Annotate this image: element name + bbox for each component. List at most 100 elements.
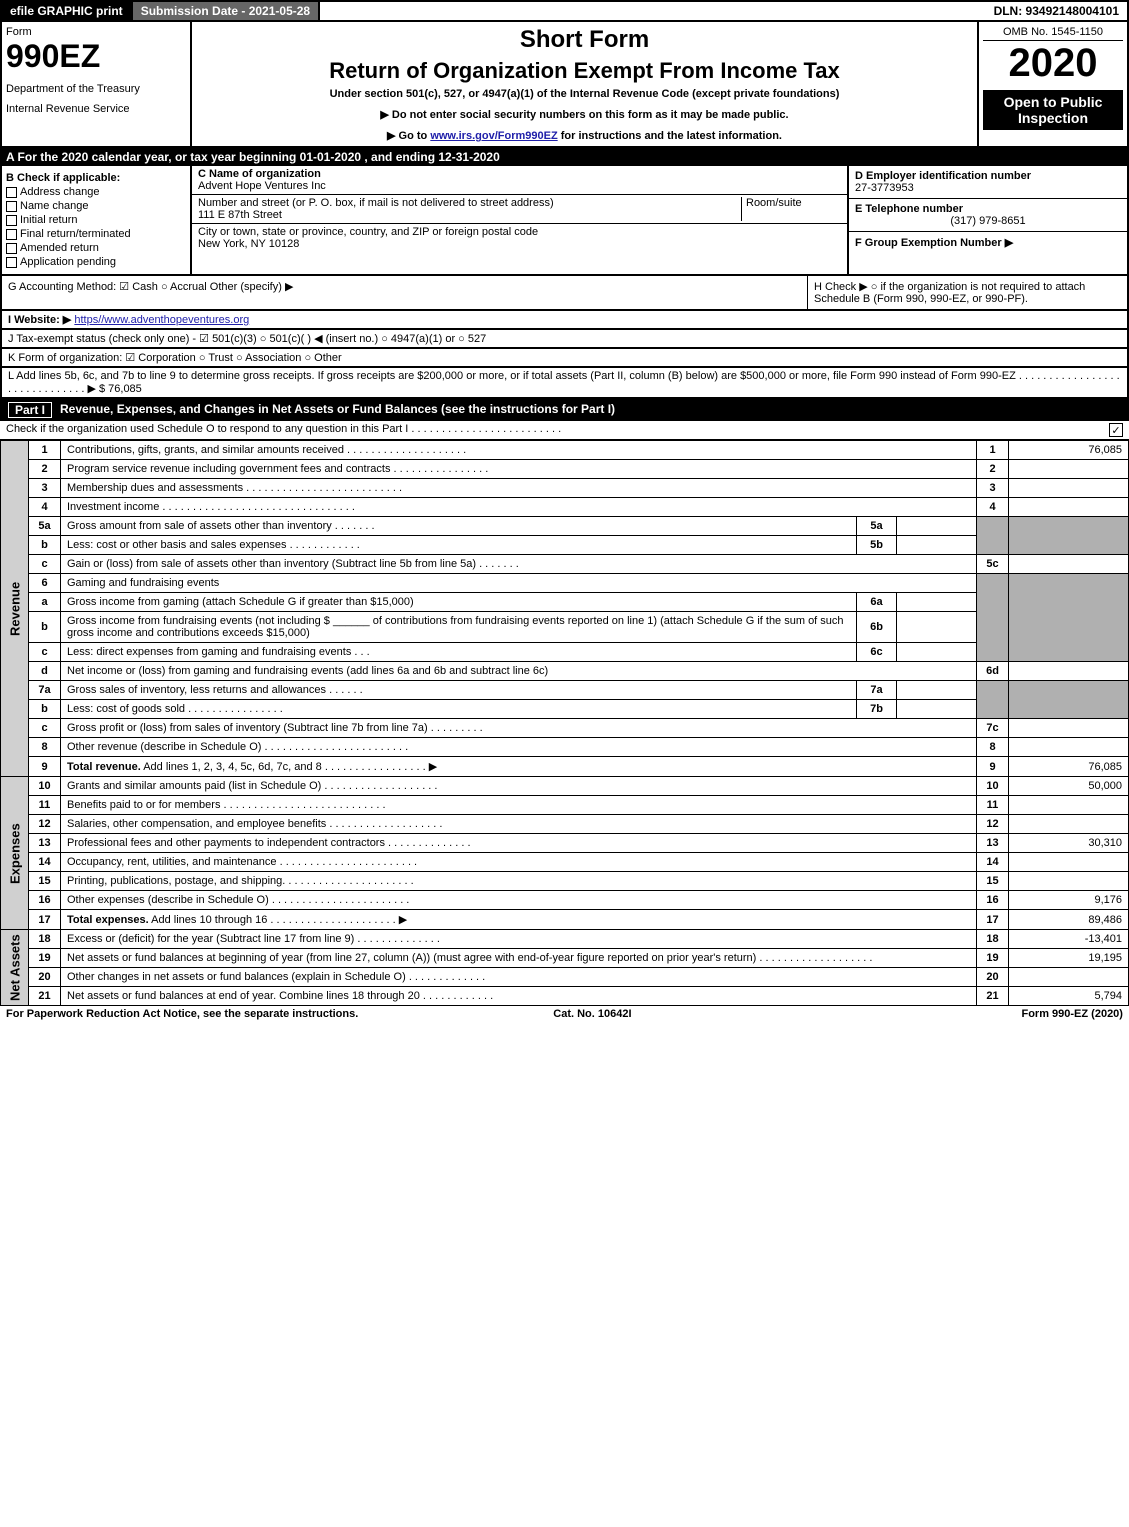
line-5b-num: b [29,536,61,555]
line-7ab-shade [977,681,1009,719]
line-4-desc: Investment income . . . . . . . . . . . … [61,498,977,517]
schedule-o-checkbox[interactable]: ✓ [1109,423,1123,437]
website-link[interactable]: https//www.adventhopeventures.org [74,314,249,326]
line-16-num: 16 [29,891,61,910]
header-left: Form 990EZ Department of the Treasury In… [2,22,192,146]
line-18-desc: Excess or (deficit) for the year (Subtra… [61,930,977,949]
line-7a-desc: Gross sales of inventory, less returns a… [61,681,857,700]
line-7c-ref: 7c [977,719,1009,738]
c-label: C Name of organization [198,168,841,180]
line-7c-num: c [29,719,61,738]
chk-initial[interactable]: Initial return [6,214,186,226]
chk-name[interactable]: Name change [6,200,186,212]
schedule-o-check-row: Check if the organization used Schedule … [0,421,1129,440]
line-11-amount [1009,796,1129,815]
chk-address[interactable]: Address change [6,186,186,198]
line-2-desc: Program service revenue including govern… [61,460,977,479]
line-19-desc: Net assets or fund balances at beginning… [61,949,977,968]
line-1-num: 1 [29,441,61,460]
e-label: E Telephone number [855,203,1121,215]
line-20-amount [1009,968,1129,987]
goto-link-row: ▶ Go to www.irs.gov/Form990EZ for instru… [202,129,967,142]
line-12-desc: Salaries, other compensation, and employ… [61,815,977,834]
f-label: F Group Exemption Number ▶ [855,236,1121,249]
line-11-num: 11 [29,796,61,815]
line-6c-sb: 6c [857,643,897,662]
chk-final[interactable]: Final return/terminated [6,228,186,240]
line-9-desc: Total revenue. Add lines 1, 2, 3, 4, 5c,… [61,757,977,777]
goto-link[interactable]: www.irs.gov/Form990EZ [430,130,557,142]
line-8-ref: 8 [977,738,1009,757]
top-bar: efile GRAPHIC print Submission Date - 20… [0,0,1129,22]
line-17-desc: Total expenses. Add lines 10 through 16 … [61,910,977,930]
section-b-title: B Check if applicable: [6,172,186,184]
line-3-amount [1009,479,1129,498]
line-20-num: 20 [29,968,61,987]
line-6d-amount [1009,662,1129,681]
chk-amended[interactable]: Amended return [6,242,186,254]
line-8-desc: Other revenue (describe in Schedule O) .… [61,738,977,757]
form-of-org-row: K Form of organization: ☑ Corporation ○ … [0,349,1129,368]
line-20-desc: Other changes in net assets or fund bala… [61,968,977,987]
city-row: City or town, state or province, country… [192,224,847,252]
footer-right: Form 990-EZ (2020) [1021,1008,1123,1020]
schedule-o-text: Check if the organization used Schedule … [6,423,561,437]
return-title: Return of Organization Exempt From Incom… [202,58,967,84]
part1-label: Part I [8,402,52,418]
line-15-amount [1009,872,1129,891]
open-public: Open to Public Inspection [983,90,1123,130]
phone: (317) 979-8651 [855,215,1121,227]
chk-pending[interactable]: Application pending [6,256,186,268]
line-5c-ref: 5c [977,555,1009,574]
line-6c-val [897,643,977,662]
line-5b-val [897,536,977,555]
accounting-method: G Accounting Method: ☑ Cash ○ Accrual Ot… [2,276,807,309]
tax-exempt-row: J Tax-exempt status (check only one) - ☑… [0,330,1129,349]
line-16-desc: Other expenses (describe in Schedule O) … [61,891,977,910]
line-14-amount [1009,853,1129,872]
line-8-num: 8 [29,738,61,757]
line-7b-num: b [29,700,61,719]
efile-label[interactable]: efile GRAPHIC print [2,2,133,20]
line-18-ref: 18 [977,930,1009,949]
line-14-ref: 14 [977,853,1009,872]
street-address: 111 E 87th Street [198,209,741,221]
line-11-desc: Benefits paid to or for members . . . . … [61,796,977,815]
line-6a-num: a [29,593,61,612]
line-6a-val [897,593,977,612]
part1-header: Part I Revenue, Expenses, and Changes in… [0,399,1129,421]
omb-number: OMB No. 1545-1150 [983,26,1123,41]
line-12-amount [1009,815,1129,834]
line-13-desc: Professional fees and other payments to … [61,834,977,853]
line-5c-desc: Gain or (loss) from sale of assets other… [61,555,977,574]
line-17-ref: 17 [977,910,1009,930]
org-name: Advent Hope Ventures Inc [198,180,841,192]
line-10-ref: 10 [977,777,1009,796]
line-6-desc: Gaming and fundraising events [61,574,977,593]
line-6d-desc: Net income or (loss) from gaming and fun… [61,662,977,681]
line-5c-amount [1009,555,1129,574]
line-15-ref: 15 [977,872,1009,891]
phone-row: E Telephone number (317) 979-8651 [849,199,1127,232]
line-9-num: 9 [29,757,61,777]
line-17-num: 17 [29,910,61,930]
line-7a-sb: 7a [857,681,897,700]
header-right: OMB No. 1545-1150 2020 Open to Public In… [977,22,1127,146]
line-14-num: 14 [29,853,61,872]
line-18-amount: -13,401 [1009,930,1129,949]
website-row: I Website: ▶ https//www.adventhopeventur… [0,311,1129,330]
line-20-ref: 20 [977,968,1009,987]
line-1-amount: 76,085 [1009,441,1129,460]
line-16-amount: 9,176 [1009,891,1129,910]
line-6d-num: d [29,662,61,681]
under-section: Under section 501(c), 527, or 4947(a)(1)… [202,88,967,100]
line-13-amount: 30,310 [1009,834,1129,853]
line-6-shade-amt [1009,574,1129,662]
city-state-zip: New York, NY 10128 [198,238,538,250]
netassets-section-label: Net Assets [1,930,29,1006]
header-mid: Short Form Return of Organization Exempt… [192,22,977,146]
gross-receipts-row: L Add lines 5b, 6c, and 7b to line 9 to … [0,368,1129,399]
line-21-amount: 5,794 [1009,987,1129,1006]
revenue-section-label: Revenue [1,441,29,777]
line-6a-sb: 6a [857,593,897,612]
